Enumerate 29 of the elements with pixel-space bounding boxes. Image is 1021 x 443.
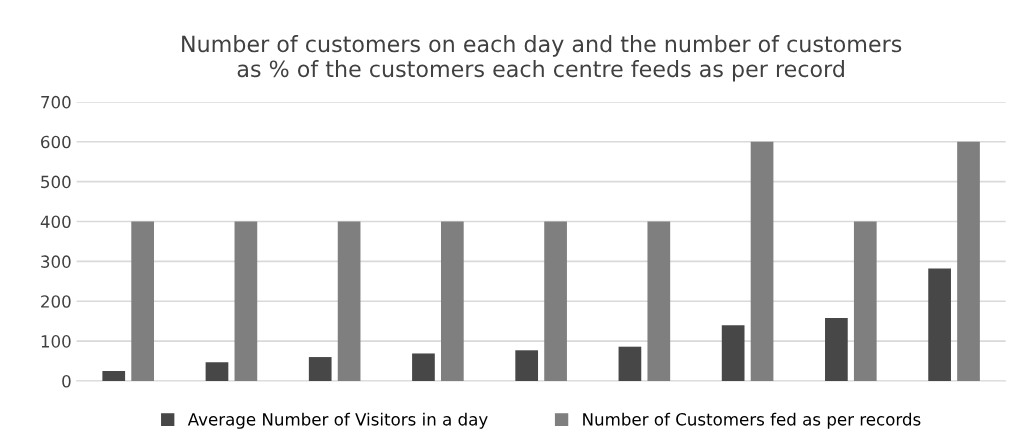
bar [618, 346, 642, 381]
bar [131, 221, 154, 381]
bar [102, 371, 126, 381]
y-tick-label: 100 [41, 335, 71, 348]
bar [825, 317, 848, 381]
bar [647, 221, 671, 381]
bar [337, 221, 361, 381]
chart-title: Number of customers on each day and the number of customers as % of the customers each centre feeds as per record [182, 35, 902, 82]
legend-label: Average Number of Visitors in a day [187, 412, 488, 429]
bar [544, 221, 567, 381]
y-tick-label: 200 [41, 295, 71, 308]
legend-label: Number of Customers fed as per records [583, 412, 921, 429]
y-tick-label: 300 [41, 255, 71, 268]
bar [205, 362, 229, 381]
bar [853, 221, 877, 381]
bar [957, 141, 980, 381]
bar [412, 353, 435, 381]
y-tick-label: 400 [40, 215, 71, 229]
bar [234, 221, 258, 381]
bar [308, 357, 332, 381]
y-tick-label: 700 [41, 95, 71, 109]
bar [440, 221, 464, 381]
y-tick-label: 0 [62, 374, 71, 388]
bar [515, 350, 539, 381]
y-tick-label: 500 [41, 175, 71, 189]
bar [928, 268, 951, 381]
bar [750, 141, 774, 381]
y-tick-label: 600 [41, 135, 71, 149]
bar [721, 325, 745, 381]
